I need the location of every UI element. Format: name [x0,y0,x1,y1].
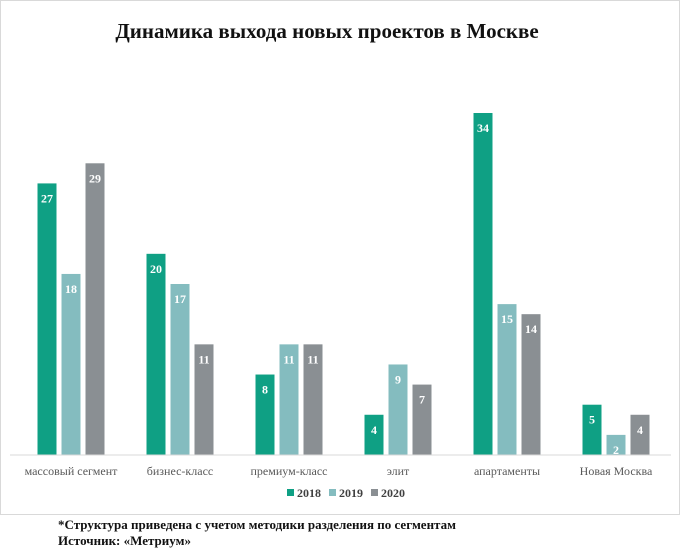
data-label-2019-3: 9 [395,372,401,386]
data-label-2018-0: 27 [41,191,53,205]
bar-2019-2 [279,344,299,455]
data-label-2020-0: 29 [89,171,101,185]
data-label-2018-3: 4 [371,423,377,437]
chart-title: Динамика выхода новых проектов в Москве [115,19,538,43]
bar-2018-5 [582,404,602,455]
data-label-2020-3: 7 [419,393,425,407]
category-label-4: апартаменты [474,464,540,478]
data-label-2019-5: 2 [613,443,619,457]
bar-2018-4 [473,113,493,455]
legend-label-2018: 2018 [297,486,321,500]
bar-2018-2 [255,374,275,455]
category-label-1: бизнес-класс [147,464,213,478]
footnote-source: Источник: «Метриум» [58,533,191,548]
bar-2019-5 [606,434,626,455]
data-label-2019-4: 15 [501,312,513,326]
data-label-2020-1: 11 [198,352,209,366]
bar-2019-4 [497,304,517,455]
data-label-2019-0: 18 [65,282,77,296]
data-label-2018-2: 8 [262,383,268,397]
legend-swatch-2019 [329,489,336,496]
chart: Динамика выхода новых проектов в Москве … [10,19,671,500]
category-label-2: премиум-класс [251,464,328,478]
bar-2020-4 [521,314,541,455]
data-label-2020-5: 4 [637,423,643,437]
data-label-2020-4: 14 [525,322,537,336]
bar-2019-3 [388,364,408,455]
bar-2018-1 [146,253,166,455]
legend: 2018 2019 2020 [287,486,405,500]
bar-2019-1 [170,284,190,455]
data-label-2018-5: 5 [589,413,595,427]
data-label-2018-1: 20 [150,262,162,276]
data-label-2018-4: 34 [477,121,489,135]
data-label-2019-1: 17 [174,292,186,306]
bar-2018-0 [37,183,57,456]
category-label-3: элит [387,464,410,478]
footnote: *Структура приведена с учетом методики р… [58,517,456,549]
legend-swatch-2018 [287,489,294,496]
chart-frame [0,0,680,515]
bars-group: 27 18 29 20 17 11 8 11 11 4 9 7 34 15 14 5 2 4 [37,113,650,457]
bar-2020-1 [194,344,214,455]
category-label-0: массовый сегмент [25,464,119,478]
bar-2019-0 [61,273,81,455]
category-labels: массовый сегмент бизнес-класс премиум-клас… [25,464,653,478]
bar-2020-0 [85,163,105,455]
footnote-method: *Структура приведена с учетом методики р… [58,517,456,532]
category-label-5: Новая Москва [580,464,653,478]
bar-2018-3 [364,414,384,455]
bar-2020-5 [630,414,650,455]
bar-2020-3 [412,384,432,455]
data-label-2020-2: 11 [307,352,318,366]
legend-label-2020: 2020 [381,486,405,500]
data-label-2019-2: 11 [283,352,294,366]
legend-swatch-2020 [371,489,378,496]
legend-label-2019: 2019 [339,486,363,500]
bar-2020-2 [303,344,323,455]
